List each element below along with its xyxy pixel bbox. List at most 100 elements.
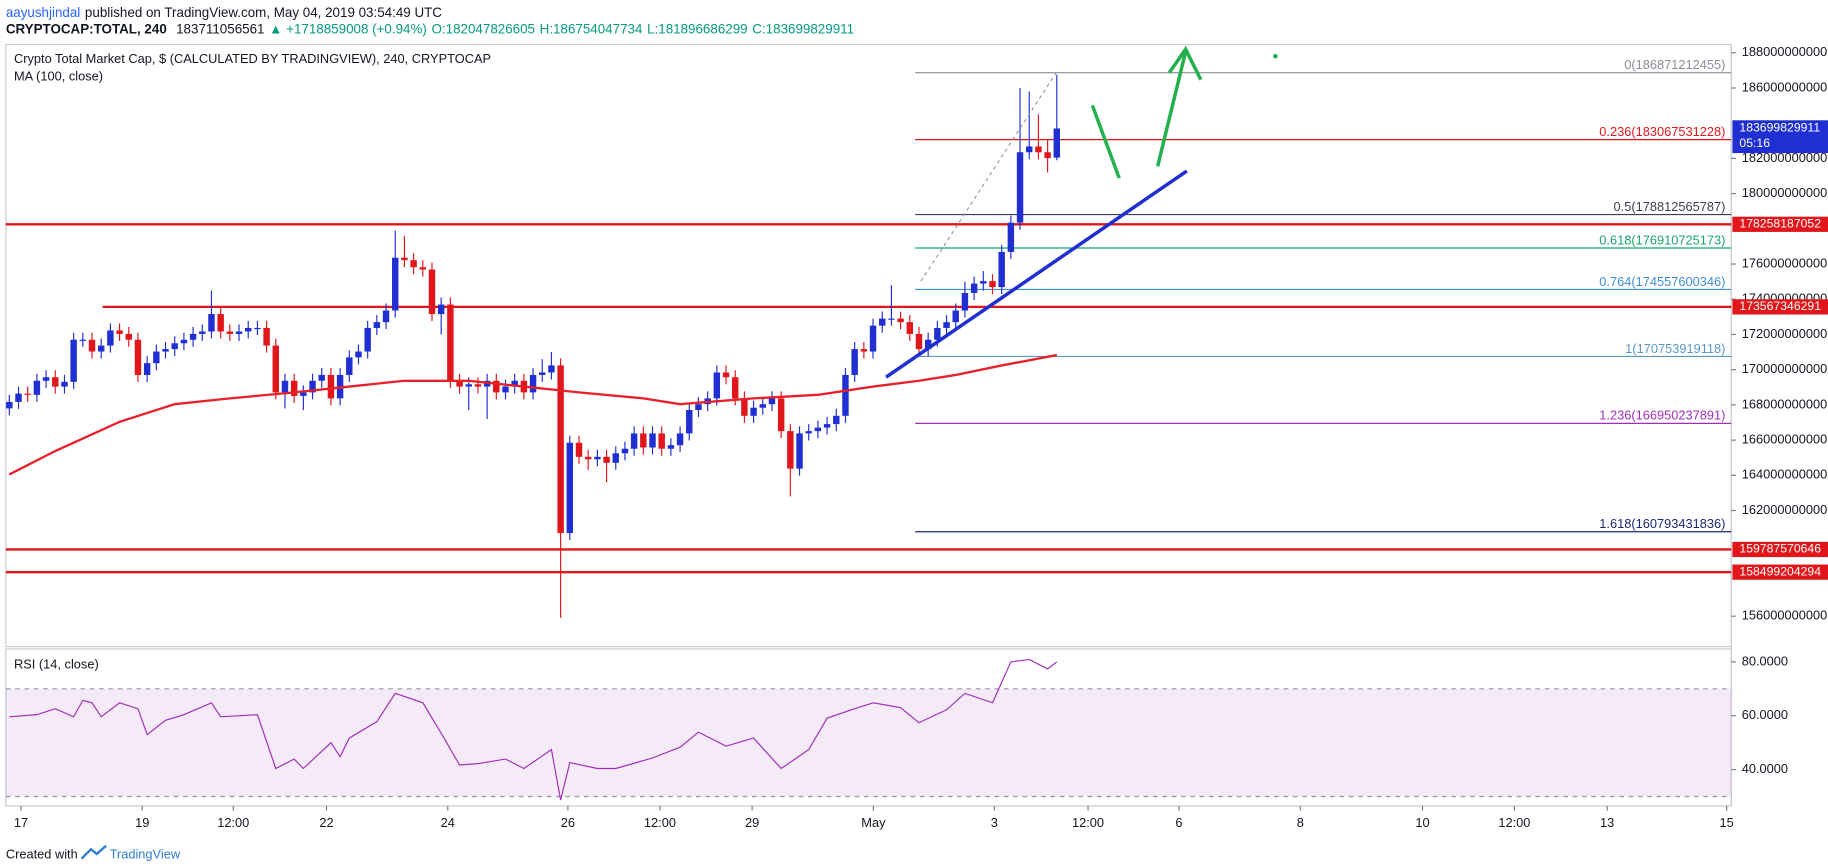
candle-body [879, 318, 886, 326]
candle-body [162, 349, 169, 352]
x-tick-label: 26 [561, 815, 575, 830]
y-tick-label: 188000000000 [1742, 44, 1828, 59]
x-tick-label: 8 [1297, 815, 1304, 830]
candle-body [980, 281, 987, 284]
y-tick-label: 168000000000 [1742, 396, 1828, 411]
candle-body [180, 339, 188, 344]
price-tag-label: 158499204294 [1739, 564, 1821, 578]
candle-body [1053, 128, 1061, 158]
candle-body [1007, 222, 1015, 252]
candle-body [245, 327, 252, 332]
y-tick-label: 176000000000 [1742, 255, 1828, 270]
y-tick-label: 164000000000 [1742, 467, 1828, 482]
candle-body [88, 339, 96, 352]
candle-body [235, 331, 243, 334]
ohlc: L:181896686299 [647, 21, 748, 36]
price-tag-label: 178258187052 [1739, 217, 1821, 231]
candle-body [346, 357, 353, 375]
candle-body [97, 345, 105, 352]
candle-body [667, 445, 675, 449]
candle-body [134, 339, 142, 375]
candle-body [153, 351, 160, 364]
candle-body [70, 339, 77, 382]
candle-body [998, 251, 1005, 288]
y-tick-label: 162000000000 [1742, 502, 1828, 517]
fib-label: 0.5(178812565787) [1614, 199, 1726, 214]
candle-body [52, 377, 59, 387]
candle-body [107, 330, 114, 346]
candle-body [125, 333, 132, 340]
candle-body [722, 372, 730, 378]
y-tick-label: 156000000000 [1742, 608, 1828, 623]
candle-body [24, 393, 31, 395]
y-tick-label: 172000000000 [1742, 326, 1828, 341]
candle-body [401, 257, 408, 261]
price-tag [1732, 541, 1828, 558]
y-tick-label: 80.0000 [1742, 653, 1788, 668]
candle-body [851, 349, 858, 375]
published: published on TradingView.com, May 04, 20… [85, 4, 442, 19]
y-tick-label: 170000000000 [1742, 361, 1828, 376]
candle-body [281, 380, 289, 393]
candle-body [658, 433, 665, 449]
candle-body [741, 398, 748, 416]
green-dot [1273, 53, 1278, 59]
candle-body [217, 314, 224, 332]
candle-body [924, 339, 932, 350]
candle-body [906, 322, 914, 334]
candle-body [961, 292, 969, 311]
candle-body [548, 365, 555, 373]
fib-label: 0.618(176910725173) [1599, 232, 1725, 247]
candle-body [630, 433, 638, 449]
candle-body [686, 409, 693, 434]
indicator-label: MA (100, close) [14, 69, 103, 84]
candle-body [842, 374, 849, 416]
x-tick-label: 12:00 [1072, 815, 1104, 830]
author[interactable]: aayushjindal [6, 4, 80, 19]
candle-body [327, 374, 335, 399]
candle-body [116, 330, 123, 334]
fib-label: 0.764(174557600346) [1599, 274, 1725, 289]
x-tick-label: 12:00 [217, 815, 249, 830]
bar-timer: 05:16 [1739, 136, 1770, 150]
candle-body [970, 283, 978, 293]
fib-label: 1.236(166950237891) [1599, 408, 1725, 423]
candle-body [318, 374, 325, 381]
candle-body [750, 407, 757, 416]
arrow-head [1167, 45, 1203, 81]
candle-body [584, 456, 592, 460]
y-tick-label: 40.0000 [1742, 761, 1788, 776]
candle-body [566, 442, 574, 534]
candle-body [189, 333, 197, 340]
candle-body [869, 325, 877, 352]
candle-body [355, 351, 362, 358]
ohlc: C:183699829911 [752, 21, 854, 36]
footer-prefix: Created with [6, 846, 78, 861]
x-tick-label: 12:00 [1498, 815, 1530, 830]
candle-body [373, 322, 381, 328]
candle-body [952, 310, 959, 323]
last: 183711056561 [176, 21, 264, 36]
x-tick-label: May [861, 815, 886, 830]
candle-body [309, 380, 316, 393]
plot-layer: 188000000000 186000000000 182000000000 1800… [5, 44, 1828, 830]
candle-body [79, 339, 87, 341]
candle-body [447, 304, 454, 381]
candle-body [254, 327, 261, 330]
footer-brand[interactable]: TradingView [110, 846, 181, 861]
candle-body [300, 392, 307, 396]
x-tick-label: 10 [1415, 815, 1429, 830]
candle-body [42, 377, 50, 381]
candle-body [695, 404, 702, 410]
candle-body [1035, 146, 1042, 153]
candle-body [15, 393, 22, 402]
candle-body [272, 345, 280, 393]
candle-body [474, 384, 482, 387]
candle-body [676, 433, 684, 446]
x-tick-label: 17 [14, 815, 28, 830]
change: ▲ +1718859008 (+0.94%) [269, 21, 427, 36]
candle-body [465, 384, 472, 387]
current-price: 183699829911 [1739, 121, 1820, 135]
